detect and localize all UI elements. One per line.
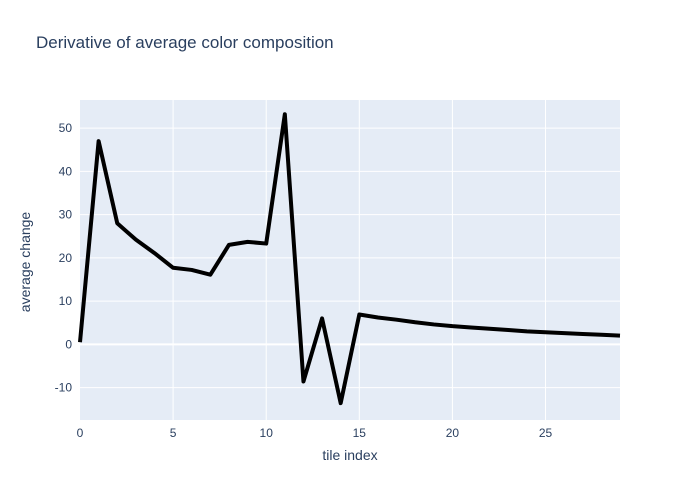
y-tick-label: -10 xyxy=(55,381,73,395)
chart-title: Derivative of average color composition xyxy=(36,33,334,52)
y-tick-label: 0 xyxy=(65,337,72,351)
grid-lines xyxy=(80,100,620,420)
y-tick-label: 20 xyxy=(59,251,73,265)
x-tick-label: 5 xyxy=(170,426,177,440)
x-axis-ticks: 0 5 10 15 20 25 xyxy=(77,426,553,440)
y-tick-label: 40 xyxy=(59,164,73,178)
series-layer xyxy=(78,112,621,406)
x-tick-label: 10 xyxy=(260,426,274,440)
x-tick-label: 25 xyxy=(539,426,553,440)
y-tick-label: 50 xyxy=(59,121,73,135)
y-tick-label: 30 xyxy=(59,208,73,222)
y-axis-ticks: -10 0 10 20 30 40 50 xyxy=(55,121,73,394)
y-axis-title: average change xyxy=(17,212,33,313)
x-axis-title: tile index xyxy=(322,447,377,463)
x-tick-label: 20 xyxy=(446,426,460,440)
x-tick-label: 0 xyxy=(77,426,84,440)
series-line xyxy=(78,112,621,406)
x-tick-label: 15 xyxy=(353,426,367,440)
y-tick-label: 10 xyxy=(59,294,73,308)
